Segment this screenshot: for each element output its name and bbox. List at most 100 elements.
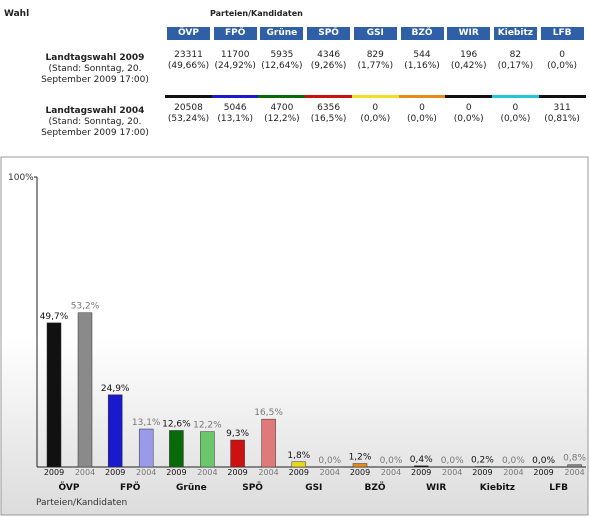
series-label: 2004 xyxy=(564,468,584,477)
vote-share: (0,42%) xyxy=(450,61,487,71)
x-tick-label: FPÖ xyxy=(120,482,141,493)
x-axis-title: Parteien/Kandidaten xyxy=(36,498,127,508)
series-label: 2004 xyxy=(136,468,156,477)
vote-share: (1,77%) xyxy=(357,61,394,71)
row-label: Landtagswahl 2004 xyxy=(45,106,145,116)
vote-share: (1,16%) xyxy=(404,61,440,71)
series-label: 2004 xyxy=(503,468,523,477)
value-label: 12,2% xyxy=(193,421,222,431)
vote-share: (12,2%) xyxy=(264,114,300,124)
series-label: 2009 xyxy=(166,468,186,477)
bar xyxy=(107,394,123,468)
series-label: 2009 xyxy=(472,468,492,477)
party-color-line xyxy=(491,95,539,98)
bar xyxy=(230,439,245,468)
group-title: Parteien/Kandidaten xyxy=(210,9,303,18)
results-table: Wahl Parteien/Kandidaten ÖVP FPÖ Grüne SPÖ G… xyxy=(0,0,590,150)
x-tick-label: Kiebitz xyxy=(480,483,515,493)
table-title: Wahl xyxy=(4,9,30,19)
series-label: 2009 xyxy=(105,468,125,477)
bar xyxy=(475,466,490,468)
vote-share: (24,92%) xyxy=(214,61,256,71)
vote-count: 4700 xyxy=(270,103,294,113)
value-label: 12,6% xyxy=(162,419,191,429)
row-note: (Stand: Sonntag, 20. September 2009 17:0… xyxy=(41,64,149,85)
x-tick-label: Grüne xyxy=(176,483,207,493)
bar xyxy=(46,322,62,468)
series-label: 2009 xyxy=(350,468,370,477)
series-label: 2004 xyxy=(442,468,462,477)
x-tick-label: BZÖ xyxy=(364,482,385,493)
vote-count: 0 xyxy=(465,103,472,113)
value-label: 0,4% xyxy=(410,455,433,465)
series-label: 2009 xyxy=(411,468,431,477)
series-label: 2004 xyxy=(381,468,401,477)
x-tick-label: LFB xyxy=(549,483,568,493)
party-color-line xyxy=(351,95,399,98)
bar xyxy=(567,464,582,468)
vote-count: 311 xyxy=(553,103,571,113)
series-label: 2004 xyxy=(320,468,340,477)
value-label: 0,2% xyxy=(471,455,494,465)
series-label: 2009 xyxy=(44,468,64,477)
party-color-line xyxy=(445,95,493,98)
x-tick-label: WIR xyxy=(426,483,446,493)
party-color-line xyxy=(398,95,446,98)
vote-count: 6356 xyxy=(317,103,341,113)
column-header: LFB xyxy=(540,27,584,40)
vote-share: (0,81%) xyxy=(544,114,580,124)
bar xyxy=(352,463,368,468)
row-label: Landtagswahl 2009 xyxy=(45,53,145,63)
vote-count: 544 xyxy=(413,50,431,60)
value-label: 1,8% xyxy=(287,451,310,461)
bar xyxy=(291,461,307,468)
vote-share: (0,0%) xyxy=(360,114,391,124)
series-label: 2004 xyxy=(258,468,278,477)
party-color-line xyxy=(211,95,259,98)
value-label: 16,5% xyxy=(254,408,283,418)
value-label: 0,0% xyxy=(318,456,341,466)
column-header: FPÖ xyxy=(213,27,257,40)
vote-share: (12,64%) xyxy=(261,61,303,71)
row-note: (Stand: Sonntag, 20. September 2009 17:0… xyxy=(41,117,149,138)
vote-count: 5935 xyxy=(270,50,294,60)
vote-count: 82 xyxy=(509,50,522,60)
column-header: SPÖ xyxy=(307,27,351,40)
party-color-line xyxy=(165,95,212,98)
value-label: 1,2% xyxy=(349,453,372,463)
vote-share: (0,0%) xyxy=(453,114,484,124)
vote-share: (53,24%) xyxy=(167,114,210,124)
vote-share: (16,5%) xyxy=(310,114,347,124)
series-label: 2009 xyxy=(289,468,309,477)
series-label: 2009 xyxy=(227,468,247,477)
vote-share: (49,66%) xyxy=(167,61,210,71)
series-label: 2004 xyxy=(197,468,217,477)
bar xyxy=(169,430,184,468)
vote-share: (0,0%) xyxy=(547,61,578,71)
value-label: 53,2% xyxy=(71,302,100,312)
value-label: 0,0% xyxy=(380,456,403,466)
bar xyxy=(261,418,276,468)
vote-share: (9,26%) xyxy=(310,61,347,71)
y-tick-label: 100% xyxy=(8,173,34,183)
vote-share: (0,0%) xyxy=(407,114,437,124)
vote-count: 20508 xyxy=(174,103,203,113)
vote-count: 11700 xyxy=(220,50,250,60)
vote-share: (0,0%) xyxy=(500,114,531,124)
x-tick-label: ÖVP xyxy=(59,482,80,493)
value-label: 0,0% xyxy=(441,456,464,466)
vote-count: 0 xyxy=(559,50,565,60)
bar xyxy=(138,428,154,468)
chart-frame xyxy=(0,156,589,516)
value-label: 0,0% xyxy=(502,456,525,466)
party-color-line xyxy=(538,95,586,98)
x-tick-label: GSI xyxy=(305,483,322,493)
party-color-line xyxy=(258,95,306,98)
series-label: 2004 xyxy=(75,468,95,477)
party-color-line xyxy=(305,95,353,98)
x-tick-label: SPÖ xyxy=(242,482,263,493)
column-header: WIR xyxy=(447,27,491,40)
vote-count: 829 xyxy=(366,50,384,60)
